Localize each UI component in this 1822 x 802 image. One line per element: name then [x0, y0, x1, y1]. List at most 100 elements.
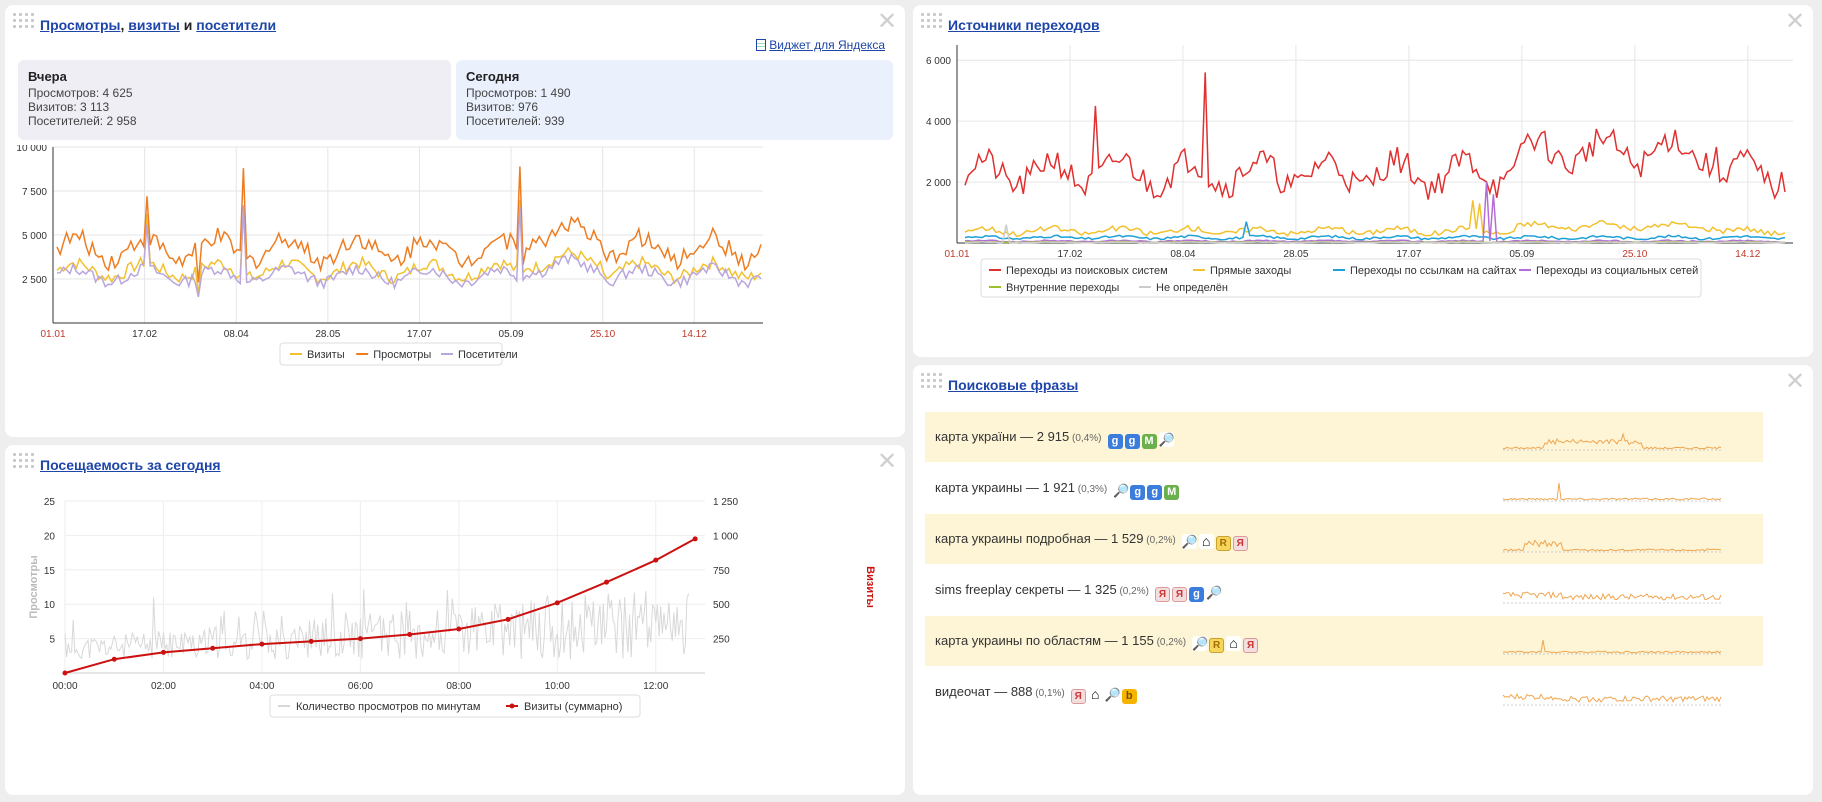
today-stats: Сегодня Просмотров: 1 490 Визитов: 976 П… [456, 60, 893, 140]
data-point [210, 645, 216, 651]
legend-label: Не определён [1156, 282, 1228, 294]
phrase-percent: (0,4%) [1069, 433, 1102, 444]
visitors-link[interactable]: посетители [196, 17, 277, 33]
data-point [692, 536, 698, 542]
y-tick-label: 6 000 [926, 56, 951, 67]
x-tick-label: 04:00 [249, 681, 274, 692]
x-tick-label: 25.10 [590, 329, 615, 340]
y-left-tick-label: 20 [44, 531, 56, 542]
series-line-2 [56, 166, 762, 283]
multi-icon[interactable]: M [1141, 434, 1157, 449]
close-icon[interactable]: ✕ [877, 7, 898, 35]
yandex-widget-link[interactable]: Виджет для Яндекса [756, 38, 885, 52]
panel-title: Поисковые фразы [948, 377, 1078, 393]
legend-marker [509, 703, 515, 709]
drag-handle[interactable] [13, 453, 35, 469]
search-engine-icons: 🔎 g g M [1113, 483, 1181, 500]
legend-label: Внутренние переходы [1006, 282, 1119, 294]
x-tick-label: 17.02 [132, 329, 157, 340]
mail-icon[interactable]: 🔎 [1205, 585, 1223, 600]
google-icon[interactable]: g [1147, 485, 1163, 500]
panel-title: Посещаемость за сегодня [40, 457, 221, 473]
sources-link[interactable]: Источники переходов [948, 17, 1100, 33]
close-icon[interactable]: ✕ [1785, 367, 1806, 395]
home-icon[interactable]: ⌂ [1198, 534, 1214, 549]
x-tick-label: 14.12 [682, 329, 707, 340]
data-point [456, 626, 462, 632]
close-icon[interactable]: ✕ [877, 447, 898, 475]
multi-icon[interactable]: M [1164, 485, 1180, 500]
y-right-tick-label: 1 250 [713, 497, 738, 508]
visits-link[interactable]: визиты [128, 17, 180, 33]
y-right-tick-label: 750 [713, 566, 730, 577]
x-tick-label: 05.09 [1509, 249, 1534, 260]
mail-icon[interactable]: 🔎 [1104, 687, 1121, 702]
data-point [259, 641, 265, 647]
drag-handle[interactable] [13, 13, 35, 29]
x-tick-label: 12:00 [643, 681, 668, 692]
phrase-percent: (0,1%) [1032, 688, 1065, 699]
x-tick-label: 28.05 [315, 329, 340, 340]
phrase-row[interactable]: карта україни — 2 915 (0,4%) g g M 🔎 [925, 412, 1763, 462]
close-icon[interactable]: ✕ [1785, 7, 1806, 35]
yandex-icon[interactable]: Я [1171, 587, 1187, 602]
data-point [653, 557, 659, 563]
phrase-text: видеочат — 888 (0,1%) Я ⌂ 🔎 b [935, 684, 1139, 704]
series-line-3 [56, 205, 762, 298]
series-line-3 [964, 221, 1786, 241]
rambler-icon[interactable]: R [1215, 536, 1231, 551]
phrase-percent: (0,2%) [1116, 586, 1149, 597]
google-icon[interactable]: g [1124, 434, 1140, 449]
yandex-icon[interactable]: Я [1070, 689, 1086, 704]
legend-label: Прямые заходы [1210, 265, 1291, 277]
mail-icon[interactable]: 🔎 [1192, 636, 1209, 651]
yandex-icon[interactable]: Я [1154, 587, 1170, 602]
panel-title: Просмотры, визиты и посетители [40, 17, 277, 33]
drag-handle[interactable] [921, 373, 943, 389]
document-icon [756, 39, 767, 51]
bing-icon[interactable]: b [1121, 689, 1137, 704]
views-link[interactable]: Просмотры [40, 17, 121, 33]
sources-chart: 01.01 17.02 08.04 28.05 17.07 05.09 25.10 14.12… [926, 45, 1793, 298]
phrases-link[interactable]: Поисковые фразы [948, 377, 1079, 393]
drag-handle[interactable] [921, 13, 943, 29]
data-point [111, 656, 117, 662]
google-icon[interactable]: g [1188, 587, 1204, 602]
today-link[interactable]: Посещаемость за сегодня [40, 457, 221, 473]
phrase-row[interactable]: видеочат — 888 (0,1%) Я ⌂ 🔎 b [925, 667, 1763, 717]
phrase-sparkline [1502, 693, 1723, 706]
google-icon[interactable]: g [1107, 434, 1123, 449]
series-line-1 [56, 199, 762, 295]
y-tick-label: 7 500 [22, 187, 47, 198]
phrase-row[interactable]: карта украины по областям — 1 155 (0,2%)… [925, 616, 1763, 666]
home-icon[interactable]: ⌂ [1226, 636, 1242, 651]
rambler-icon[interactable]: R [1209, 638, 1225, 653]
y-left-tick-label: 5 [49, 635, 55, 646]
phrase-row[interactable]: карта украины подробная — 1 529 (0,2%) 🔎 ⌂… [925, 514, 1763, 564]
home-icon[interactable]: ⌂ [1087, 687, 1103, 702]
sparkline-path [1502, 591, 1722, 601]
mail-icon[interactable]: 🔎 [1158, 432, 1175, 447]
legend-label: Количество просмотров по минутам [296, 701, 480, 713]
google-icon[interactable]: g [1130, 485, 1146, 500]
mail-icon[interactable]: 🔎 [1181, 534, 1198, 549]
search-engine-icons: Я ⌂ 🔎 b [1070, 687, 1139, 704]
legend-label: Переходы из поисковых систем [1006, 265, 1168, 277]
data-point [357, 636, 363, 642]
y-left-tick-label: 25 [44, 497, 56, 508]
data-point [407, 631, 413, 637]
phrase-sparkline [1502, 539, 1723, 553]
x-tick-label: 17.02 [1057, 249, 1082, 260]
mail-icon[interactable]: 🔎 [1113, 483, 1130, 498]
sources-panel: ✕ Источники переходов 01.01 17.02 08.04 28.… [913, 5, 1813, 357]
series-line-6 [964, 224, 1786, 244]
phrase-percent: (0,3%) [1075, 484, 1108, 495]
data-point [505, 616, 511, 622]
phrases-panel: ✕ Поисковые фразы карта україни — 2 915 … [913, 365, 1813, 795]
yandex-icon[interactable]: Я [1232, 536, 1248, 551]
yandex-icon[interactable]: Я [1243, 638, 1259, 653]
phrase-row[interactable]: карта украины — 1 921 (0,3%) 🔎 g g M [925, 463, 1763, 513]
phrase-label: карта украины — 1 921 [935, 480, 1075, 495]
